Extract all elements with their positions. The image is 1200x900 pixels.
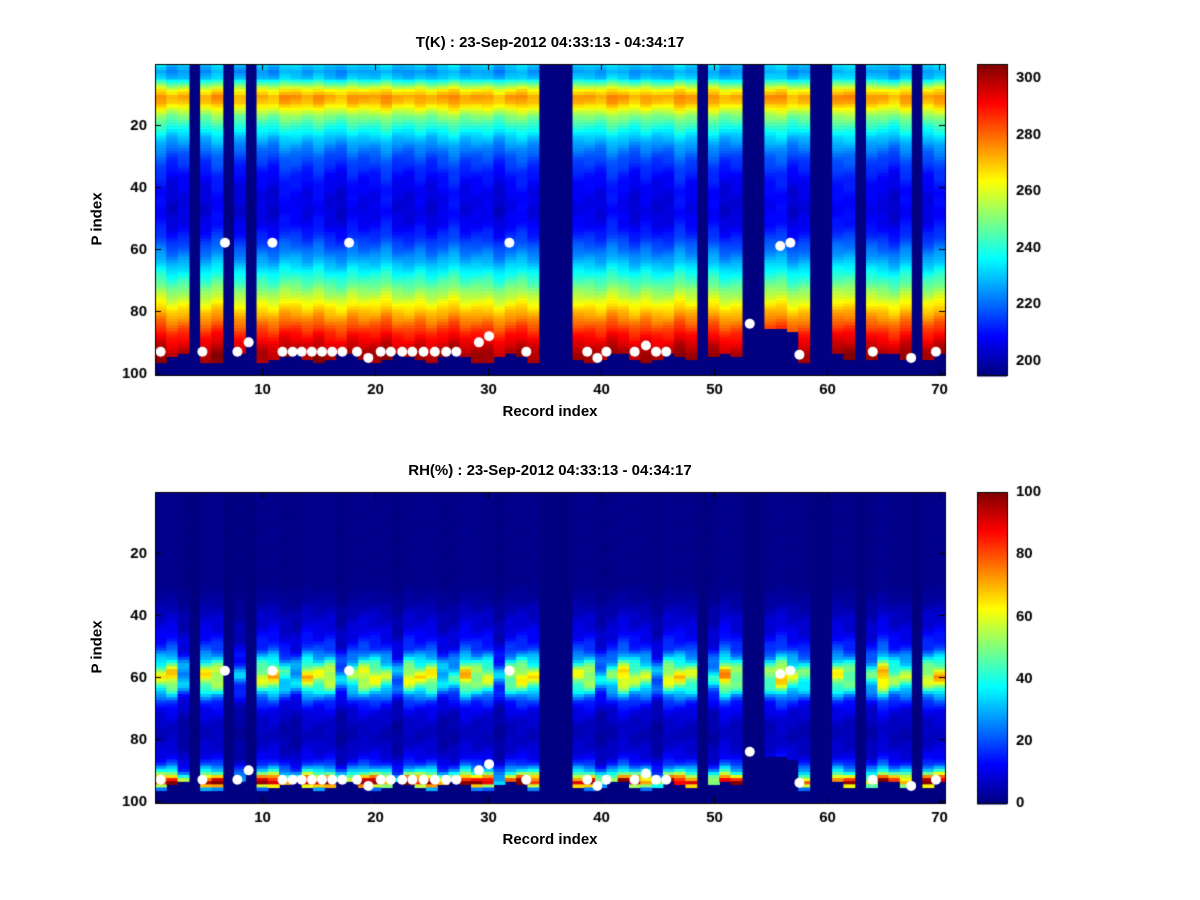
humidity-plot-title: RH(%) : 23-Sep-2012 04:33:13 - 04:34:17 — [408, 462, 692, 479]
temperature-yaxis-label: P index — [88, 192, 106, 246]
humidity-yaxis-label: P index — [88, 620, 106, 674]
temperature-plot-title: T(K) : 23-Sep-2012 04:33:13 - 04:34:17 — [415, 34, 685, 51]
temperature-xaxis-label: Record index — [502, 403, 598, 420]
humidity-xaxis-label: Record index — [502, 831, 598, 848]
